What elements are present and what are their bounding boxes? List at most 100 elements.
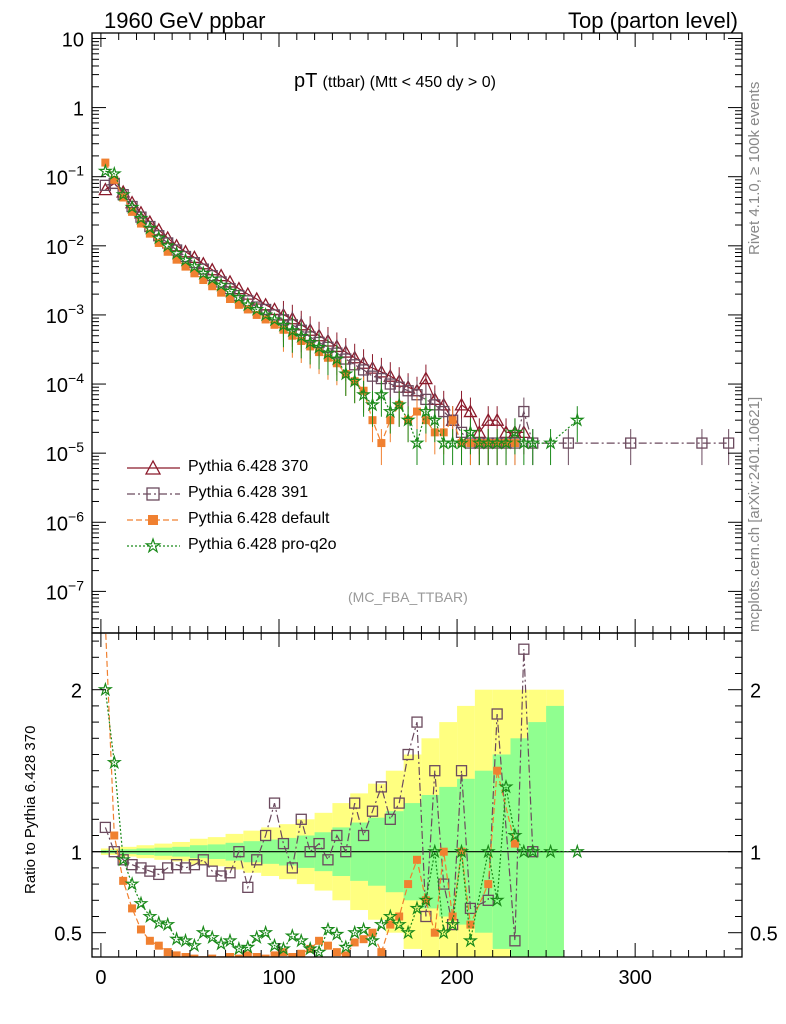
data-point-filled-square: [297, 949, 306, 957]
data-point-filled-square: [270, 320, 279, 329]
y-tick-label: 10−7: [46, 577, 84, 604]
y-tick-label: 10−1: [46, 163, 84, 190]
ratio-y-tick-label-right: 0.5: [750, 924, 778, 946]
data-point-open-square: [349, 797, 361, 809]
plot-title-sub: (ttbar) (Mtt < 450 dy > 0): [322, 74, 496, 91]
data-point-filled-square: [341, 951, 350, 957]
data-point-open-square: [146, 487, 160, 501]
legend-label-391: Pythia 6.428 391: [188, 484, 309, 501]
data-point-open-square: [197, 263, 209, 275]
data-point-filled-square: [128, 207, 137, 216]
data-point-triangle: [98, 182, 113, 196]
data-point-open-square: [135, 862, 147, 874]
data-point-star: [169, 931, 185, 946]
plot-title-main: pT: [294, 70, 317, 92]
data-point-star: [498, 435, 514, 450]
data-point-star: [284, 322, 300, 338]
data-point-star: [133, 210, 149, 225]
data-point-filled-square: [234, 300, 243, 309]
data-point-filled-square: [243, 951, 252, 957]
data-point-star: [436, 924, 452, 940]
data-point-filled-square: [350, 938, 359, 947]
data-point-filled-square: [154, 941, 163, 950]
data-point-star: [186, 258, 203, 274]
ratio-bands-group: [92, 633, 742, 957]
legend-label-370: Pythia 6.428 370: [188, 458, 309, 475]
y-tick-label: 10−3: [46, 301, 84, 328]
data-point-star: [213, 277, 229, 292]
data-point-filled-square: [172, 951, 181, 957]
data-point-star: [373, 386, 390, 402]
data-point-star: [231, 940, 247, 956]
header-left-energy: 1960 GeV ppbar: [104, 8, 266, 33]
data-point-filled-square: [110, 175, 119, 184]
data-point-open-square: [224, 867, 236, 879]
data-point-filled-square: [288, 953, 297, 957]
data-point-filled-square: [510, 839, 519, 848]
data-point-star: [453, 435, 470, 450]
series-0: [98, 176, 531, 455]
data-point-filled-square: [279, 948, 288, 957]
data-point-filled-square: [368, 928, 377, 937]
data-point-star: [177, 932, 194, 948]
data-point-open-square: [108, 846, 120, 858]
data-point-star: [329, 351, 345, 366]
data-point-star: [204, 271, 220, 286]
data-point-star: [364, 396, 381, 412]
data-point-filled-square: [128, 904, 137, 913]
data-point-star: [240, 939, 256, 954]
y-tick-label: 10−2: [46, 232, 84, 259]
data-point-open-square: [491, 708, 503, 720]
data-point-open-square: [402, 385, 414, 397]
ratio-panel-frame: [91, 632, 743, 958]
data-point-filled-square: [136, 219, 145, 228]
data-point-filled-square: [439, 847, 448, 856]
data-point-star: [293, 932, 309, 948]
data-point-filled-square: [145, 936, 154, 945]
y-tick-label: 10−5: [46, 439, 84, 466]
data-point-open-square: [722, 437, 735, 449]
data-point-triangle: [463, 404, 478, 418]
data-point-star: [142, 908, 158, 924]
data-point-open-square: [295, 813, 307, 825]
data-point-star: [249, 301, 265, 316]
data-point-open-square: [242, 881, 254, 893]
data-point-star: [391, 916, 407, 932]
data-point-star: [444, 916, 461, 932]
data-point-star: [204, 929, 220, 945]
data-point-filled-square: [466, 920, 475, 929]
data-point-star: [222, 283, 238, 298]
data-point-star: [133, 895, 149, 911]
data-point-open-square: [384, 813, 396, 825]
data-point-star: [213, 935, 229, 951]
data-point-star: [320, 921, 336, 936]
series-line: [105, 170, 578, 445]
data-point-star: [356, 386, 372, 402]
data-point-filled-square: [181, 953, 190, 957]
y-tick-exponent: −3: [68, 301, 84, 317]
data-point-star: [569, 412, 585, 427]
header-right-process: Top (parton level): [568, 8, 738, 33]
y-tick-exponent: −2: [68, 232, 84, 248]
data-point-star: [462, 932, 478, 948]
y-tick-label: 10: [62, 29, 84, 51]
data-point-filled-square: [172, 255, 181, 264]
data-point-star: [106, 165, 122, 181]
data-point-star: [569, 843, 585, 859]
data-point-open-square: [153, 868, 165, 881]
main-series-group: [97, 158, 735, 466]
y-tick-label: 10−6: [46, 508, 84, 535]
data-point-star: [382, 908, 398, 924]
ratio-y-tick-label-right: 2: [750, 681, 761, 703]
data-point-filled-square: [148, 515, 158, 525]
data-point-star: [338, 939, 354, 954]
data-point-open-square: [366, 805, 379, 817]
data-point-star: [364, 932, 381, 948]
data-point-star: [97, 681, 114, 697]
data-point-star: [249, 929, 265, 945]
y-tick-exponent: −6: [68, 508, 84, 524]
data-point-open-square: [429, 765, 441, 777]
data-point-filled-square: [119, 876, 128, 885]
y-tick-exponent: −5: [68, 439, 84, 455]
